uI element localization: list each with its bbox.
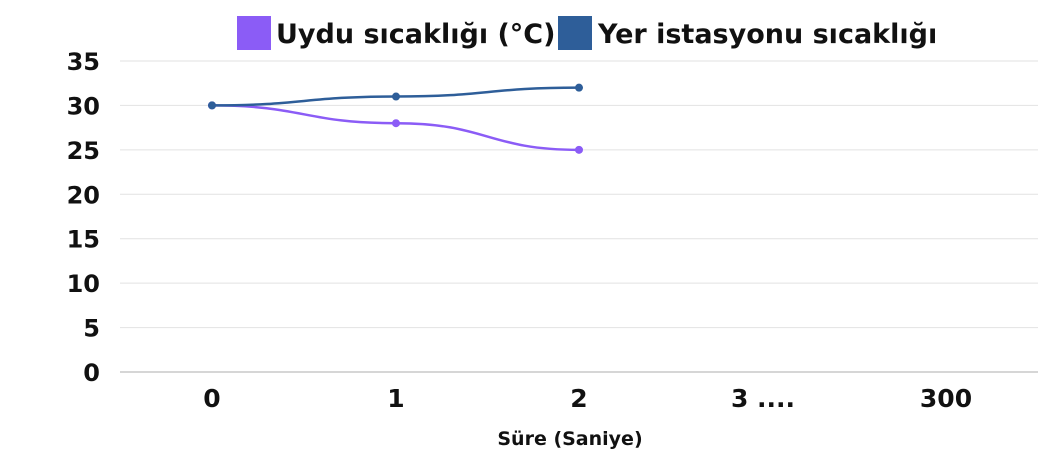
x-axis-title: Süre (Saniye) [497,428,642,450]
legend-label: Yer istasyonu sıcaklığı [597,19,937,50]
y-tick-label: 10 [67,270,100,298]
series-line-1 [210,104,581,152]
legend-swatch [237,16,271,50]
series-lines [208,83,583,154]
gridlines [120,60,1038,329]
y-tick-label: 35 [67,48,100,76]
series-point-2 [575,83,583,92]
y-tick-label: 20 [67,181,100,209]
y-tick-label: 5 [83,315,100,343]
series-point-1 [392,119,400,128]
x-tick-label: 0 [203,384,220,413]
legend-label: Uydu sıcaklığı (°C) [276,19,555,50]
series-point-2 [208,101,216,110]
x-tick-label: 300 [920,384,972,413]
y-tick-label: 15 [67,226,100,254]
x-tick-label: 3 .... [731,384,795,413]
legend: Uydu sıcaklığı (°C) Yer istasyonu sıcaklı… [237,16,937,50]
x-tick-label: 1 [387,384,404,413]
series-point-1 [575,145,583,154]
series-point-2 [392,92,400,101]
x-tick-label: 2 [570,384,587,413]
axes: 0 5 10 15 20 25 30 35 0 1 2 3 .... 300 [67,48,1038,413]
legend-swatch [558,16,592,50]
y-tick-label: 25 [67,137,100,165]
y-tick-label: 30 [67,92,100,120]
y-tick-label: 0 [83,359,100,387]
